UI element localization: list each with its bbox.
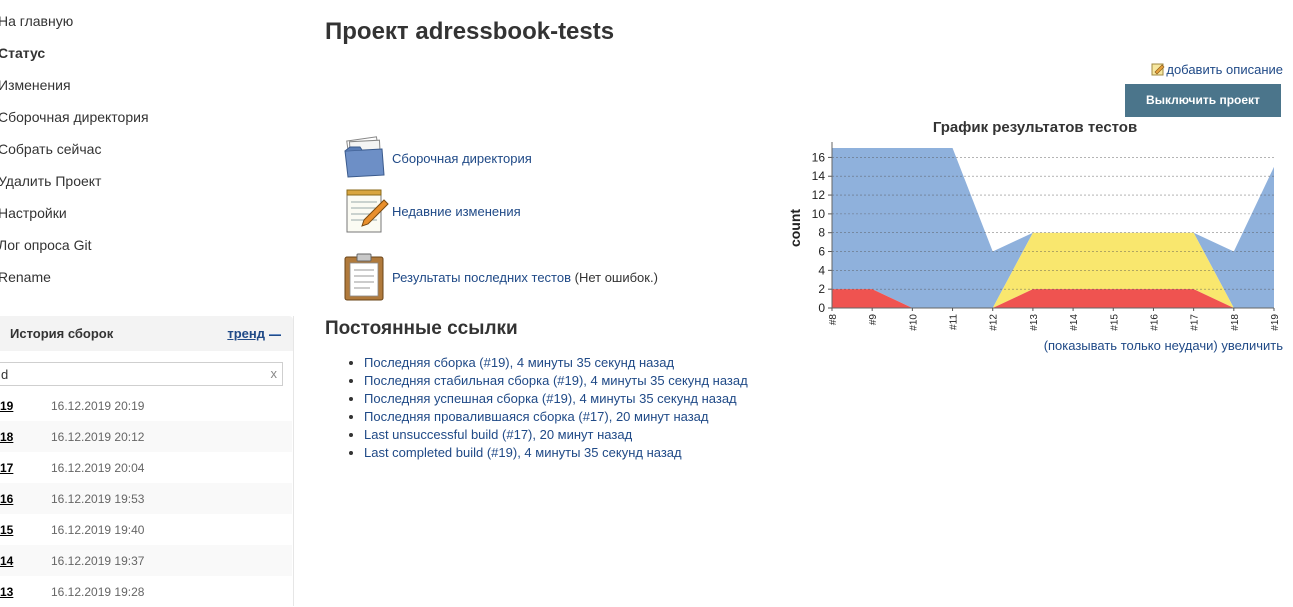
build-row: 17 16.12.2019 20:04 bbox=[0, 452, 292, 483]
y-axis-label: count bbox=[787, 209, 803, 247]
x-tick-label: #15 bbox=[1109, 314, 1120, 331]
folder-icon bbox=[344, 136, 385, 178]
task-changes[interactable]: Изменения bbox=[0, 77, 71, 93]
permalink-last-build[interactable]: Последняя сборка (#19), 4 минуты 35 секу… bbox=[364, 355, 675, 370]
task-workspace[interactable]: Сборочная директория bbox=[0, 109, 149, 125]
build-row: 18 16.12.2019 20:12 bbox=[0, 421, 292, 452]
y-tick-label: 0 bbox=[818, 301, 825, 315]
x-tick-label: #19 bbox=[1270, 314, 1281, 331]
build-row: 15 16.12.2019 19:40 bbox=[0, 514, 292, 545]
x-tick-label: #14 bbox=[1069, 314, 1080, 331]
chart-title: График результатов тестов bbox=[932, 119, 1138, 136]
passed-area bbox=[832, 148, 1274, 308]
build-row: 13 16.12.2019 19:28 bbox=[0, 576, 292, 607]
test-results-note: (Нет ошибок.) bbox=[571, 269, 658, 285]
edit-note-icon bbox=[1151, 63, 1165, 76]
y-tick-label: 14 bbox=[812, 169, 826, 183]
recent-changes-link[interactable]: Недавние изменения bbox=[392, 203, 521, 219]
y-tick-label: 6 bbox=[818, 245, 825, 259]
permalink-item: Последняя стабильная сборка (#19), 4 мин… bbox=[364, 372, 748, 390]
permalink-item: Last unsuccessful build (#17), 20 минут … bbox=[364, 426, 748, 444]
x-tick-label: #18 bbox=[1230, 314, 1241, 331]
test-results-link-row: Результаты последних тестов (Нет ошибок.… bbox=[342, 252, 658, 302]
clear-icon[interactable]: x bbox=[270, 366, 278, 381]
build-number-link[interactable]: 15 bbox=[0, 523, 14, 537]
workspace-link-row: Сборочная директория bbox=[342, 133, 532, 183]
changes-link-row: Недавние изменения bbox=[342, 186, 521, 236]
x-tick-label: #16 bbox=[1149, 314, 1160, 331]
x-tick-label: #17 bbox=[1190, 314, 1201, 331]
build-date: 16.12.2019 19:28 bbox=[51, 585, 145, 599]
test-results-link[interactable]: Результаты последних тестов bbox=[392, 269, 571, 285]
permalink-item: Последняя провалившаяся сборка (#17), 20… bbox=[364, 408, 748, 426]
collapse-icon[interactable] bbox=[269, 334, 281, 336]
task-build-now[interactable]: Собрать сейчас bbox=[0, 141, 102, 157]
show-failures-only-link[interactable]: (показывать только неудачи) bbox=[1043, 338, 1218, 353]
enlarge-chart-link[interactable]: увеличить bbox=[1221, 338, 1283, 353]
side-panel-tasks: На главную Статус Изменения Сборочная ди… bbox=[0, 6, 298, 294]
build-history-panel: История сборок тренд d x 19 16.12.2019 2… bbox=[0, 316, 294, 606]
build-list: 19 16.12.2019 20:19 18 16.12.2019 20:12 … bbox=[0, 390, 292, 607]
x-tick-label: #8 bbox=[828, 314, 839, 326]
task-home[interactable]: На главную bbox=[0, 13, 74, 29]
build-history-header: История сборок тренд bbox=[0, 316, 293, 351]
build-date: 16.12.2019 19:40 bbox=[51, 523, 145, 537]
build-number-link[interactable]: 16 bbox=[0, 492, 14, 506]
y-tick-label: 2 bbox=[818, 282, 825, 296]
x-tick-label: #10 bbox=[908, 314, 919, 331]
filter-value: d bbox=[1, 367, 9, 382]
add-description-label: добавить описание bbox=[1166, 62, 1283, 77]
permalinks-title: Постоянные ссылки bbox=[325, 318, 518, 339]
task-git-polling-log[interactable]: Лог опроса Git bbox=[0, 237, 92, 253]
x-tick-label: #9 bbox=[868, 314, 879, 326]
add-description-link[interactable]: добавить описание bbox=[1151, 62, 1283, 77]
task-configure[interactable]: Настройки bbox=[0, 205, 67, 221]
y-tick-label: 4 bbox=[818, 263, 825, 277]
clipboard-icon bbox=[344, 253, 384, 301]
y-tick-label: 10 bbox=[812, 207, 826, 221]
permalink-last-unsuccessful[interactable]: Last unsuccessful build (#17), 20 минут … bbox=[364, 427, 633, 442]
build-history-title: История сборок bbox=[10, 326, 114, 341]
y-tick-label: 8 bbox=[818, 226, 825, 240]
task-rename[interactable]: Rename bbox=[0, 269, 51, 285]
build-row: 19 16.12.2019 20:19 bbox=[0, 390, 292, 421]
build-date: 16.12.2019 20:04 bbox=[51, 461, 145, 475]
permalink-last-stable[interactable]: Последняя стабильная сборка (#19), 4 мин… bbox=[364, 373, 748, 388]
failed-area bbox=[832, 289, 1274, 308]
permalink-last-failed[interactable]: Последняя провалившаяся сборка (#17), 20… bbox=[364, 409, 709, 424]
y-tick-label: 12 bbox=[812, 188, 826, 202]
test-result-trend-chart[interactable]: 0 2 4 6 8 10 12 14 16 #8 #9 #10 #11 #12 #13 #14 #15 #16 #1… bbox=[786, 114, 1286, 344]
build-number-link[interactable]: 17 bbox=[0, 461, 14, 475]
chart-footer: (показывать только неудачи) увеличить bbox=[1044, 338, 1283, 353]
workspace-link[interactable]: Сборочная директория bbox=[392, 150, 532, 166]
build-number-link[interactable]: 19 bbox=[0, 399, 14, 413]
x-tick-label: #12 bbox=[989, 314, 1000, 331]
test-results-text: Результаты последних тестов (Нет ошибок.… bbox=[392, 270, 658, 285]
build-date: 16.12.2019 20:12 bbox=[51, 430, 145, 444]
task-status[interactable]: Статус bbox=[0, 45, 46, 61]
build-number-link[interactable]: 13 bbox=[0, 585, 14, 599]
build-date: 16.12.2019 19:53 bbox=[51, 492, 145, 506]
build-filter-input[interactable]: d x bbox=[0, 362, 283, 386]
y-tick-label: 16 bbox=[812, 150, 826, 164]
permalink-item: Последняя успешная сборка (#19), 4 минут… bbox=[364, 390, 748, 408]
build-row: 14 16.12.2019 19:37 bbox=[0, 545, 292, 576]
build-date: 16.12.2019 19:37 bbox=[51, 554, 145, 568]
notepad-icon bbox=[346, 189, 389, 233]
build-row: 16 16.12.2019 19:53 bbox=[0, 483, 292, 514]
x-tick-label: #11 bbox=[949, 314, 960, 330]
x-tick-label: #13 bbox=[1029, 314, 1040, 331]
build-date: 16.12.2019 20:19 bbox=[51, 399, 145, 413]
permalinks-list: Последняя сборка (#19), 4 минуты 35 секу… bbox=[346, 354, 748, 462]
disable-project-button[interactable]: Выключить проект bbox=[1125, 84, 1281, 117]
permalink-item: Last completed build (#19), 4 минуты 35 … bbox=[364, 444, 748, 462]
build-number-link[interactable]: 18 bbox=[0, 430, 14, 444]
page-title: Проект adressbook-tests bbox=[325, 18, 615, 45]
build-number-link[interactable]: 14 bbox=[0, 554, 14, 568]
permalink-last-completed[interactable]: Last completed build (#19), 4 минуты 35 … bbox=[364, 445, 682, 460]
permalink-item: Последняя сборка (#19), 4 минуты 35 секу… bbox=[364, 354, 748, 372]
task-delete-project[interactable]: Удалить Проект bbox=[0, 173, 102, 189]
trend-link[interactable]: тренд bbox=[227, 326, 265, 341]
permalink-last-successful[interactable]: Последняя успешная сборка (#19), 4 минут… bbox=[364, 391, 737, 406]
